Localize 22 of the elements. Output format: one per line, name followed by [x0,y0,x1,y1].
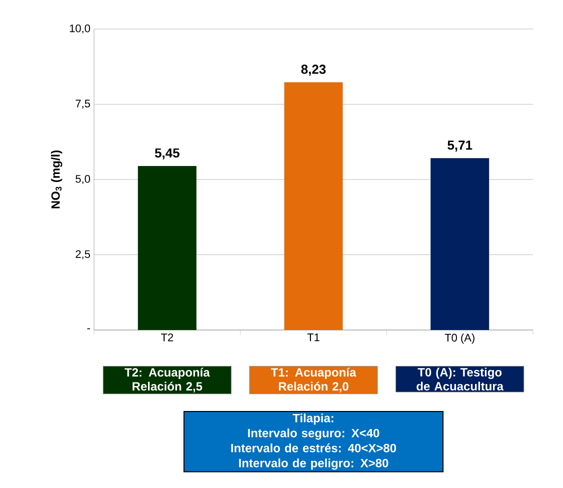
text: Tilapia: [292,413,334,425]
y-tick-label: 5,0 [76,174,90,184]
x-tick-label: T0 (A) [444,334,474,344]
y-tick-label: - [87,328,90,330]
text: Intervalo seguro: X<40 [248,428,380,440]
x-tick-label: T2 [161,334,174,342]
data-label: 5,71 [448,140,472,152]
text: T0 (A): Testigo de Acuacultura [416,368,504,391]
text: Intervalo de estrés: 40<X>80 [231,443,396,452]
bar [138,166,196,330]
data-label: 5,45 [154,148,180,160]
y-tick-label: 2,5 [76,250,90,260]
x-tick-label: T1 [307,334,320,342]
text: Intervalo de peligro: X>80 [239,458,388,470]
bar [284,82,343,330]
y-tick-label: 7,5 [76,100,90,109]
text: T2: Acuaponía Relación 2,5 [124,368,210,392]
bar [430,158,490,330]
text: T1: Acuaponía Relación 2,0 [270,368,356,392]
data-label: 8,23 [301,64,326,76]
text: NO$_{3}$ (mg/l) [50,150,62,208]
y-tick-label: 10,0 [70,24,90,34]
